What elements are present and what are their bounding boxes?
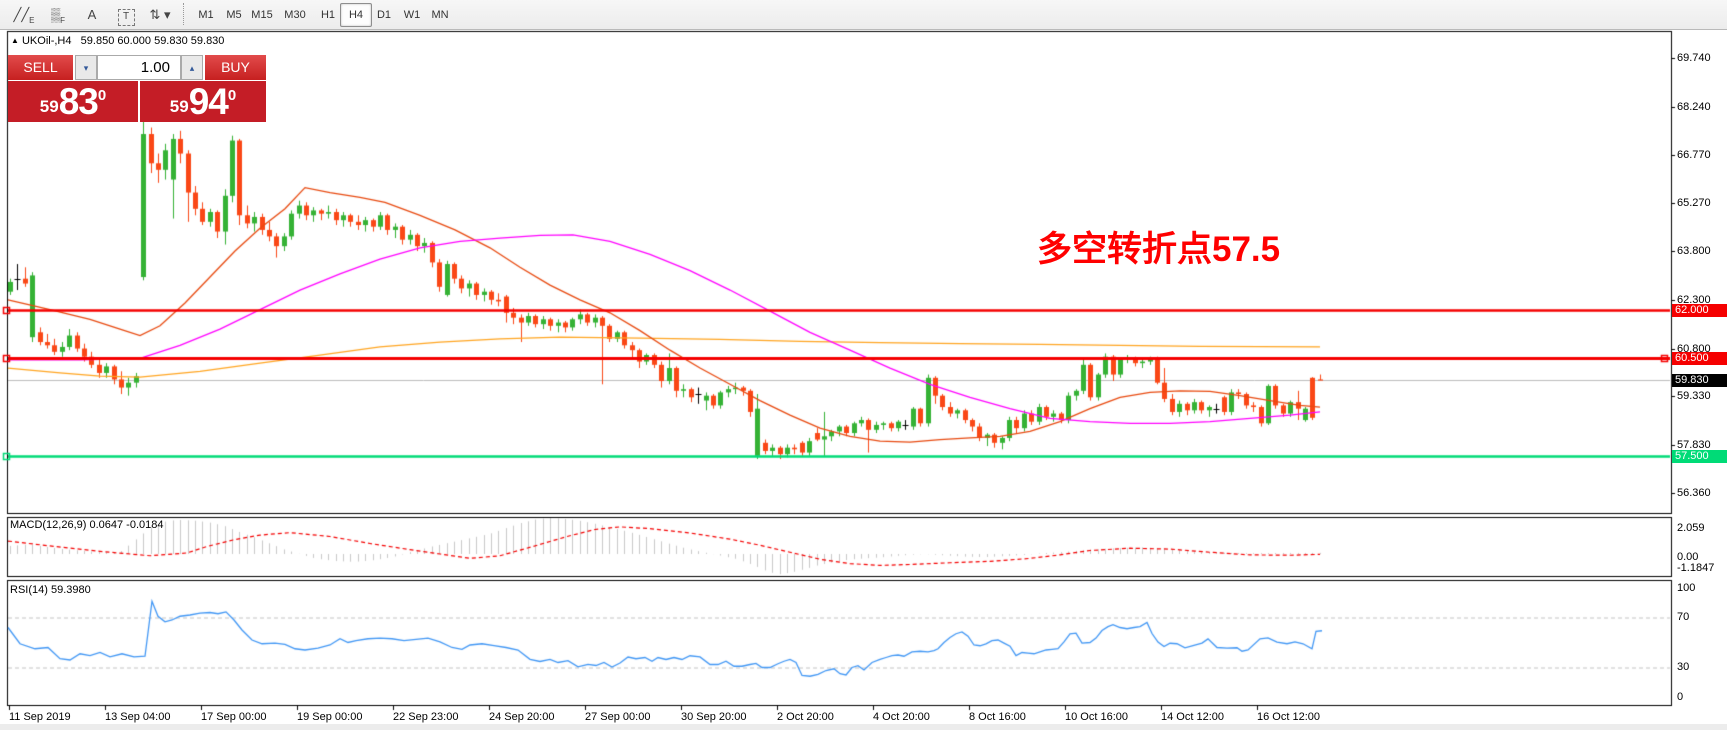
price-tick-56.360: 56.360 — [1677, 486, 1711, 499]
date-label: 4 Oct 20:00 — [873, 711, 930, 723]
date-label: 30 Sep 20:00 — [681, 711, 747, 723]
macd-axis--1.1847: -1.1847 — [1677, 562, 1715, 574]
date-label: 24 Sep 20:00 — [489, 711, 555, 723]
rsi-indicator-label: RSI(14) 59.3980 — [10, 584, 91, 596]
timeframe-d1-button[interactable]: D1 — [376, 9, 392, 21]
current-price-badge: 59.830 — [1672, 374, 1727, 388]
chart-title-bar: ▲ UKOil-,H4 59.850 60.000 59.830 59.830 — [11, 35, 224, 47]
macd-indicator-label: MACD(12,26,9) 0.0647 -0.0184 — [10, 519, 164, 531]
grid-tool-icon[interactable]: ▒F — [50, 7, 66, 25]
price-tick-59.330: 59.330 — [1677, 390, 1711, 403]
symbol-period-label: UKOil-,H4 — [21, 35, 72, 47]
rsi-value: 59.3980 — [50, 584, 91, 596]
sell-price-sup: 0 — [97, 87, 107, 104]
macd-values: 0.0647 -0.0184 — [89, 519, 164, 531]
date-label: 27 Sep 00:00 — [585, 711, 651, 723]
date-label: 11 Sep 2019 — [9, 711, 71, 723]
buy-button[interactable]: BUY — [205, 55, 266, 80]
date-label: 13 Sep 04:00 — [105, 711, 171, 723]
rsi-axis-100: 100 — [1677, 582, 1696, 594]
sell-quote-panel[interactable]: 59830 — [8, 81, 138, 122]
timeframe-m30-button[interactable]: M30 — [284, 9, 306, 21]
rsi-axis-70: 70 — [1677, 611, 1690, 623]
rsi-axis-30: 30 — [1677, 661, 1690, 673]
date-label: 16 Oct 12:00 — [1257, 711, 1320, 723]
volume-input[interactable]: 1.00 — [97, 55, 181, 80]
timeframe-h4-button[interactable]: H4 — [340, 3, 372, 27]
timeframe-mn-button[interactable]: MN — [431, 9, 449, 21]
sell-button[interactable]: SELL — [8, 55, 73, 80]
collapse-triangle-icon[interactable]: ▲ — [11, 36, 19, 45]
date-label: 19 Sep 00:00 — [297, 711, 363, 723]
date-label: 8 Oct 16:00 — [969, 711, 1026, 723]
price-tick-62.300: 62.300 — [1677, 293, 1711, 306]
toolbar: ╱╱E ▒F A T ⇅ ▾ M1 M5 M15 M30 H1 H4 D1 W1 MN — [0, 0, 1727, 30]
hline-badge-57.500: 57.500 — [1672, 449, 1727, 463]
arrange-tool-icon[interactable]: ⇅ ▾ — [149, 7, 171, 22]
buy-price-prefix: 59 — [169, 97, 189, 116]
sell-price-big: 83 — [58, 81, 99, 122]
timeframe-m15-button[interactable]: M15 — [251, 9, 273, 21]
pattern-tool-icon[interactable]: ╱╱E — [13, 7, 35, 25]
hline-badge-62.000: 62.000 — [1672, 303, 1727, 317]
macd-axis-2.059: 2.059 — [1677, 522, 1705, 534]
price-tick-63.800: 63.800 — [1677, 245, 1711, 258]
timeframe-h1-button[interactable]: H1 — [320, 9, 336, 21]
date-label: 10 Oct 16:00 — [1065, 711, 1128, 723]
price-tick-66.770: 66.770 — [1677, 148, 1711, 161]
price-tick-68.240: 68.240 — [1677, 100, 1711, 113]
toolbar-separator — [183, 3, 185, 25]
hline-badge-60.500: 60.500 — [1672, 352, 1727, 366]
buy-quote-panel[interactable]: 59940 — [140, 81, 266, 122]
sell-price-prefix: 59 — [39, 97, 59, 116]
price-tick-65.270: 65.270 — [1677, 197, 1711, 210]
textbox-tool-icon[interactable]: T — [110, 2, 142, 28]
price-tick-60.800: 60.800 — [1677, 342, 1711, 355]
rsi-axis-0: 0 — [1677, 691, 1684, 703]
text-tool-icon[interactable]: A — [87, 7, 97, 22]
date-label: 17 Sep 00:00 — [201, 711, 267, 723]
buy-price-sup: 0 — [227, 87, 237, 104]
volume-decrease-button[interactable]: ▾ — [75, 55, 97, 80]
date-label: 22 Sep 23:00 — [393, 711, 459, 723]
timeframe-m1-button[interactable]: M1 — [198, 9, 214, 21]
chart-annotation-text: 多空转折点57.5 — [1037, 230, 1281, 269]
date-label: 14 Oct 12:00 — [1161, 711, 1224, 723]
timeframe-m5-button[interactable]: M5 — [226, 9, 242, 21]
ohlc-values: 59.850 60.000 59.830 59.830 — [80, 35, 225, 47]
bottom-strip — [0, 724, 1727, 730]
timeframe-w1-button[interactable]: W1 — [403, 9, 421, 21]
price-tick-69.740: 69.740 — [1677, 52, 1711, 64]
macd-axis-0.00: 0.00 — [1677, 551, 1699, 563]
date-label: 2 Oct 20:00 — [777, 711, 834, 723]
volume-increase-button[interactable]: ▴ — [181, 55, 203, 80]
price-tick-57.830: 57.830 — [1677, 439, 1711, 452]
buy-price-big: 94 — [188, 81, 229, 122]
